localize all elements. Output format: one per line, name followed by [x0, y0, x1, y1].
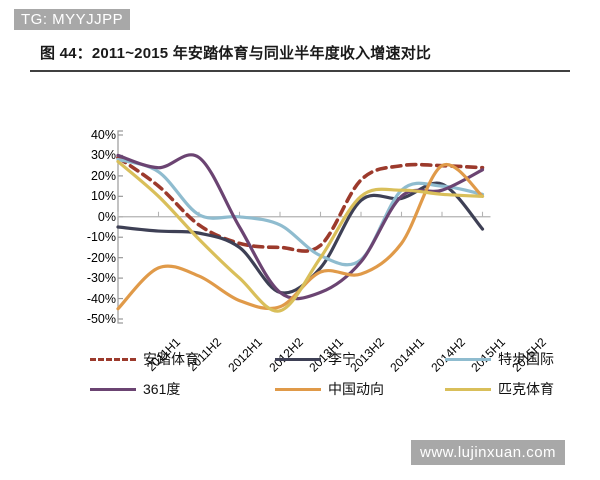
watermark-bottom-text: www.lujinxuan.com	[420, 444, 557, 461]
legend-item[interactable]: 特步国际	[445, 352, 554, 366]
title-divider	[30, 70, 570, 72]
legend-label: 361度	[143, 381, 181, 397]
chart-plot-area: 40% 30% 20% 10% 0% -10% -20% -30% -40% -50% 2011H…	[30, 72, 570, 432]
series-line	[116, 157, 485, 267]
figure-container: 图 44：2011~2015 年安踏体育与同业半年度收入增速对比 40% 30% 2…	[30, 38, 570, 436]
legend-label: 安踏体育	[143, 351, 199, 367]
legend-label: 匹克体育	[498, 381, 554, 397]
watermark-top-text: TG: MYYJJPP	[21, 11, 124, 28]
y-axis-tick-label: 40%	[90, 128, 116, 142]
series-line	[116, 155, 485, 253]
y-axis-tick-label: -50%	[86, 312, 116, 326]
legend-swatch	[275, 387, 321, 391]
legend-item[interactable]: 李宁	[275, 352, 356, 366]
legend-item[interactable]: 安踏体育	[90, 352, 199, 366]
y-axis-tick-label: 0%	[97, 209, 116, 224]
legend-item[interactable]: 中国动向	[275, 382, 384, 396]
y-axis-tick-label: 10%	[90, 189, 116, 204]
legend-label: 中国动向	[328, 381, 384, 397]
legend-swatch	[90, 387, 136, 391]
y-axis-tick-label: -10%	[86, 230, 116, 245]
y-axis-tick-label: 30%	[90, 148, 116, 163]
legend-swatch	[275, 357, 321, 361]
chart-legend: 安踏体育 李宁 特步国际 361度 中国动向 匹克体育	[30, 352, 570, 412]
y-axis-tick-label: 20%	[90, 168, 116, 183]
legend-item[interactable]: 361度	[90, 382, 180, 396]
legend-swatch	[90, 357, 136, 361]
legend-label: 特步国际	[498, 351, 554, 367]
y-axis-tick-label: -30%	[86, 271, 116, 286]
watermark-bottom: www.lujinxuan.com	[411, 440, 566, 465]
chart-svg	[116, 130, 491, 324]
y-axis-tick-label: -40%	[86, 291, 116, 306]
y-axis-tick-labels: 40% 30% 20% 10% 0% -10% -20% -30% -40% -50%	[70, 72, 116, 432]
figure-title: 图 44：2011~2015 年安踏体育与同业半年度收入增速对比	[40, 45, 432, 62]
legend-item[interactable]: 匹克体育	[445, 382, 554, 396]
series-line	[116, 159, 485, 313]
y-axis-tick-label: -20%	[86, 250, 116, 265]
watermark-top: TG: MYYJJPP	[14, 9, 131, 30]
legend-swatch	[445, 357, 491, 361]
legend-label: 李宁	[328, 351, 356, 367]
legend-swatch	[445, 387, 491, 391]
